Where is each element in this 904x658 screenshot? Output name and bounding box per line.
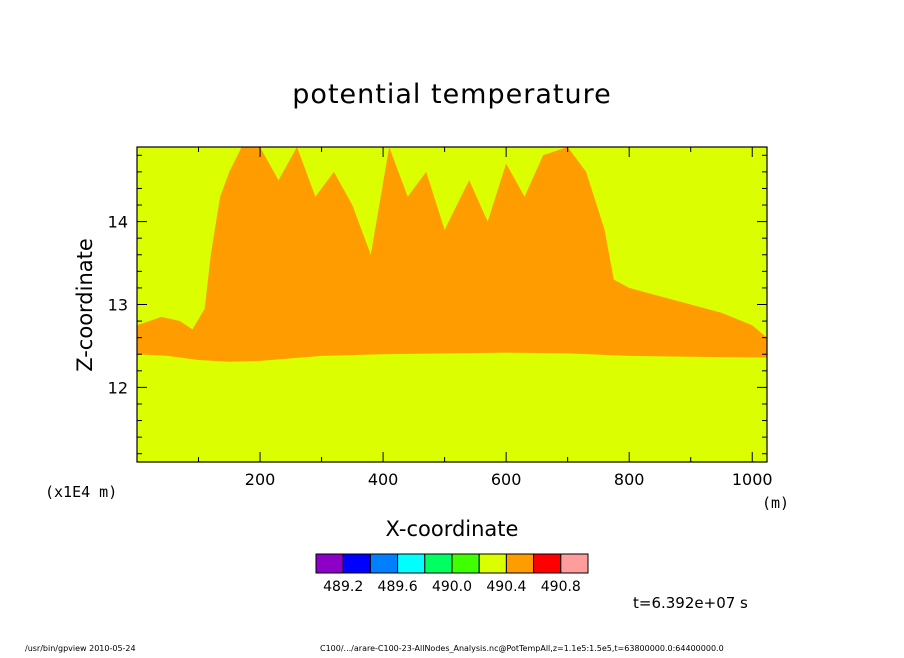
y-tick-label: 13 [108,296,128,315]
legend-label: 489.6 [378,579,418,595]
legend-label: 490.0 [432,579,472,595]
legend-label: 490.4 [486,579,526,595]
y-axis-ticks: 12 13 14 [108,154,767,455]
legend-swatch [451,553,480,574]
x-tick-label: 800 [614,470,645,489]
legend-swatch [478,553,507,574]
x-tick-label: 600 [491,470,522,489]
legend-swatch [315,553,344,574]
anomaly-region [137,147,767,362]
legend-swatch [397,553,426,574]
time-annotation: t=6.392e+07 s [633,594,748,612]
x-tick-label: 1000 [732,470,773,489]
legend-label: 489.2 [323,579,363,595]
x-axis-label: X-coordinate [386,517,519,541]
y-unit-label: (x1E4 m) [45,483,117,501]
footer-left: /usr/bin/gpview 2010-05-24 [25,644,136,653]
chart-title: potential temperature [292,79,611,110]
legend-swatch [424,553,453,574]
color-legend: 489.2 489.6 490.0 490.4 490.8 [315,553,589,595]
footer-right: C100/.../arare-C100-23-AllNodes_Analysis… [320,644,724,653]
legend-swatch [342,553,371,574]
y-axis-label: Z-coordinate [73,238,97,372]
legend-swatch [560,553,589,574]
legend-swatch [505,553,535,574]
y-tick-label: 12 [108,378,128,397]
x-tick-label: 400 [368,470,399,489]
x-tick-label: 200 [245,470,276,489]
x-unit-label: (m) [762,494,789,512]
x-axis-ticks: 200 400 600 800 1000 [198,147,773,489]
legend-swatch [369,553,399,574]
y-tick-label: 14 [108,213,128,232]
legend-swatch [533,553,562,574]
legend-label: 490.8 [541,579,581,595]
